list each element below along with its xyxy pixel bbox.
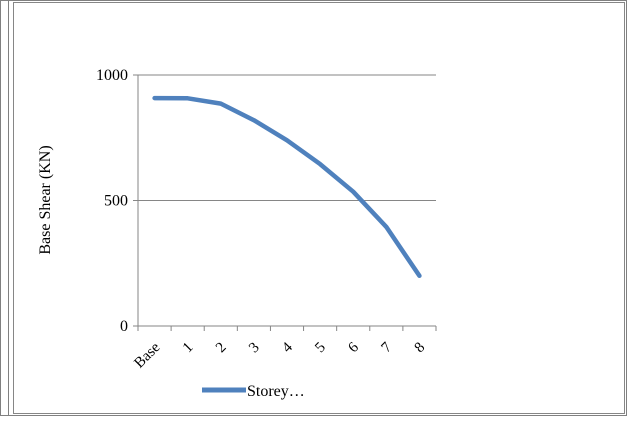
x-tick-label: Base xyxy=(131,339,163,371)
chart-area-border xyxy=(13,2,625,414)
y-tick-label: 1000 xyxy=(96,67,128,84)
axes xyxy=(133,74,437,331)
legend-label: Storey… xyxy=(247,383,305,400)
x-tick-label: 5 xyxy=(312,340,329,357)
y-tick-label: 0 xyxy=(120,318,128,335)
x-tick-label: 6 xyxy=(345,339,362,356)
x-tick-label: 4 xyxy=(279,339,296,356)
series-line-0 xyxy=(152,95,422,279)
gridlines xyxy=(138,74,436,201)
y-tick-label: 500 xyxy=(104,193,128,210)
x-tick-label: 3 xyxy=(246,340,263,357)
x-tick-labels: Base 1 2 3 4 5 6 7 8 xyxy=(131,339,428,371)
y-axis-label: Base Shear (KN) xyxy=(37,145,54,254)
series-lines xyxy=(152,95,422,279)
y-tick-labels: 0 500 1000 xyxy=(96,67,128,335)
x-tick-label: 8 xyxy=(412,340,429,357)
x-tick-label: 7 xyxy=(379,339,396,356)
x-tick-label: 2 xyxy=(213,340,230,357)
legend: Storey… xyxy=(202,383,305,400)
x-tick-label: 1 xyxy=(180,340,197,357)
